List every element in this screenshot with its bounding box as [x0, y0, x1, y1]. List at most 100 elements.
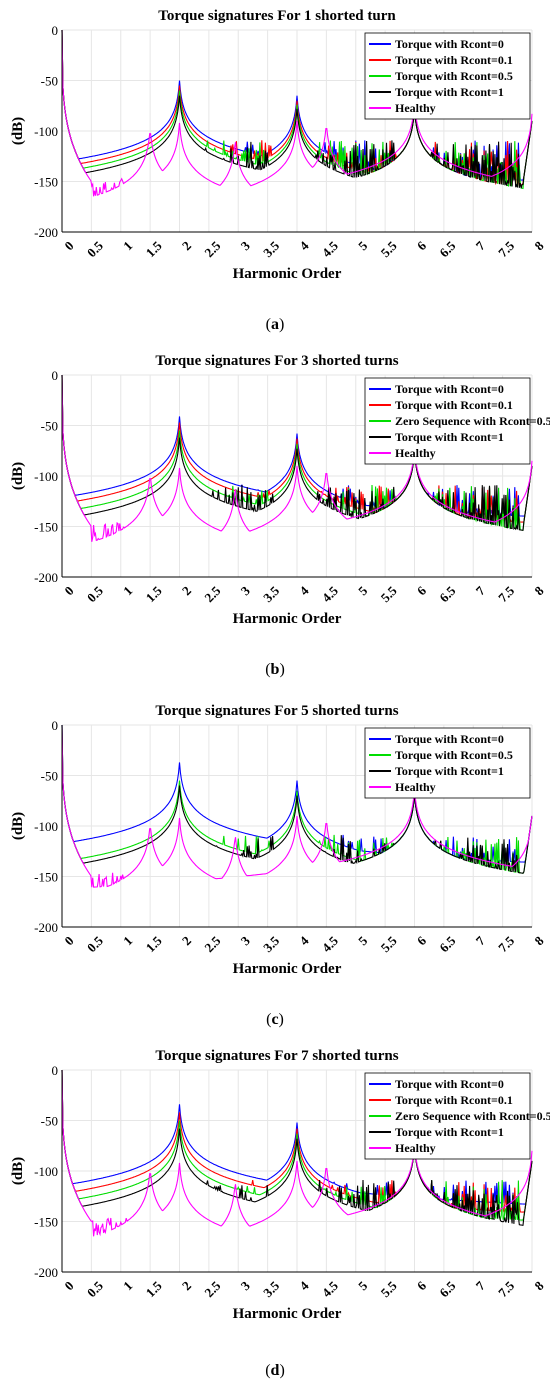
- legend-label: Healthy: [395, 1141, 436, 1155]
- x-tick-label: 0.5: [84, 1278, 106, 1300]
- x-tick-label: 4.5: [319, 238, 341, 260]
- x-tick-label: 5: [355, 1278, 371, 1294]
- chart-title: Torque signatures For 5 shorted turns: [155, 703, 398, 719]
- x-tick-label: 4: [296, 1278, 312, 1294]
- x-tick-label: 8: [531, 583, 547, 599]
- series-group: [61, 29, 533, 197]
- y-tick-label: -150: [34, 520, 58, 535]
- x-tick-label: 4: [296, 583, 312, 599]
- x-tick-label: 6: [414, 583, 430, 599]
- legend-label: Torque with Rcont=1: [395, 764, 504, 778]
- legend: Torque with Rcont=0 Torque with Rcont=0.1…: [364, 1072, 550, 1160]
- chart-title: Torque signatures For 3 shorted turns: [155, 353, 398, 369]
- series-group: [61, 374, 533, 542]
- legend-box: [364, 32, 531, 120]
- series-line-torque-with-rcont-0-5: [61, 29, 533, 190]
- chart-title: Torque signatures For 1 shorted turn: [158, 8, 396, 24]
- caption-d: (d): [265, 1362, 285, 1379]
- legend-label: Torque with Rcont=0: [395, 382, 504, 396]
- x-tick-label: 7.5: [495, 238, 517, 260]
- x-tick-label: 3: [238, 238, 254, 254]
- caption-c: (c): [266, 1011, 284, 1028]
- x-tick-label: 7: [473, 583, 489, 599]
- caption-a: (a): [265, 316, 285, 333]
- x-tick-label: 5.5: [378, 1278, 400, 1300]
- x-tick-label: 4: [296, 238, 312, 254]
- x-tick-label: 6.5: [436, 933, 458, 955]
- x-tick-label: 0: [61, 933, 76, 948]
- legend-label: Torque with Rcont=0: [395, 1077, 504, 1091]
- y-tick-label: -200: [34, 570, 58, 585]
- x-tick-label: 3.5: [260, 583, 282, 605]
- series-line-torque-with-rcont-1: [61, 374, 533, 531]
- x-tick-label: 1: [120, 933, 135, 948]
- x-tick-label: 2: [179, 1278, 194, 1293]
- x-tick-label: 0.5: [84, 238, 106, 260]
- grid: [61, 1069, 533, 1273]
- x-tick-label: 4: [296, 933, 312, 949]
- x-tick-label: 8: [531, 238, 547, 254]
- x-tick-label: 2.5: [201, 1278, 223, 1300]
- chart-title: Torque signatures For 7 shorted turns: [155, 1048, 398, 1064]
- series-line-torque-with-rcont-0: [61, 724, 533, 863]
- x-tick-label: 5: [355, 933, 371, 949]
- y-tick-label: 0: [52, 1063, 59, 1078]
- legend-box: [364, 1072, 531, 1160]
- chart-panel-b: 0 -50 -100 -150 -200 0 0.5 1 1.5 2 2.5 3 3.5 4 4.5 5 5.5…: [0, 345, 550, 690]
- legend-label: Healthy: [395, 101, 436, 115]
- x-tick-label: 6: [414, 238, 430, 254]
- x-tick-label: 1.5: [143, 933, 165, 955]
- x-tick-label: 0: [61, 583, 76, 598]
- x-tick-label: 7: [473, 238, 489, 254]
- y-axis-label: (dB): [10, 462, 26, 490]
- legend-box: [364, 727, 531, 799]
- x-tick-label: 1.5: [143, 583, 165, 605]
- legend-label: Torque with Rcont=1: [395, 1125, 504, 1139]
- series-line-torque-with-rcont-1: [61, 29, 533, 189]
- y-tick-label: -100: [34, 819, 58, 834]
- x-tick-label: 1: [120, 1278, 135, 1293]
- legend: Torque with Rcont=0 Torque with Rcont=0.1…: [364, 377, 550, 465]
- x-tick-label: 3.5: [260, 238, 282, 260]
- x-tick-label: 7.5: [495, 933, 517, 955]
- legend-label: Torque with Rcont=1: [395, 430, 504, 444]
- y-tick-label: -50: [41, 74, 58, 89]
- x-tick-label: 3: [238, 933, 254, 949]
- x-tick-label: 0.5: [84, 933, 106, 955]
- legend-label: Torque with Rcont=0.1: [395, 1093, 513, 1107]
- y-axis-label: (dB): [10, 812, 26, 840]
- chart-panel-d: 0 -50 -100 -150 -200 0 0.5 1 1.5 2 2.5 3 3.5 4 4.5 5 5.5…: [0, 1040, 550, 1390]
- x-tick-label: 5: [355, 238, 371, 254]
- legend-label: Healthy: [395, 446, 436, 460]
- y-tick-label: 0: [52, 23, 59, 38]
- x-tick-label: 5.5: [378, 583, 400, 605]
- legend-label: Torque with Rcont=1: [395, 85, 504, 99]
- legend-label: Zero Sequence with Rcont=0.5: [395, 414, 550, 428]
- x-tick-label: 4.5: [319, 1278, 341, 1300]
- y-tick-label: -150: [34, 870, 58, 885]
- y-tick-label: -200: [34, 920, 58, 935]
- x-tick-label: 5.5: [378, 933, 400, 955]
- series-line-healthy: [61, 724, 533, 888]
- x-tick-label: 1.5: [143, 238, 165, 260]
- caption-b: (b): [265, 661, 285, 678]
- x-tick-label: 7: [473, 933, 489, 949]
- x-tick-label: 2: [179, 933, 194, 948]
- y-tick-label: 0: [52, 718, 59, 733]
- x-tick-label: 1.5: [143, 1278, 165, 1300]
- x-tick-label: 6: [414, 1278, 430, 1294]
- legend-label: Torque with Rcont=0.1: [395, 398, 513, 412]
- series-line-torque-with-rcont-0: [61, 1069, 533, 1205]
- x-tick-label: 7.5: [495, 583, 517, 605]
- x-tick-label: 5: [355, 583, 371, 599]
- series-line-healthy: [61, 1069, 533, 1237]
- x-axis-label: Harmonic Order: [233, 611, 342, 627]
- x-tick-label: 0.5: [84, 583, 106, 605]
- legend-label: Torque with Rcont=0.5: [395, 69, 513, 83]
- chart-panel-c: 0 -50 -100 -150 -200 0 0.5 1 1.5 2 2.5 3 3.5 4 4.5 5 5.5…: [0, 695, 550, 1040]
- y-tick-label: -50: [41, 419, 58, 434]
- series-line-zero-sequence-with-rcont-0-5: [61, 374, 533, 531]
- x-tick-label: 6.5: [436, 1278, 458, 1300]
